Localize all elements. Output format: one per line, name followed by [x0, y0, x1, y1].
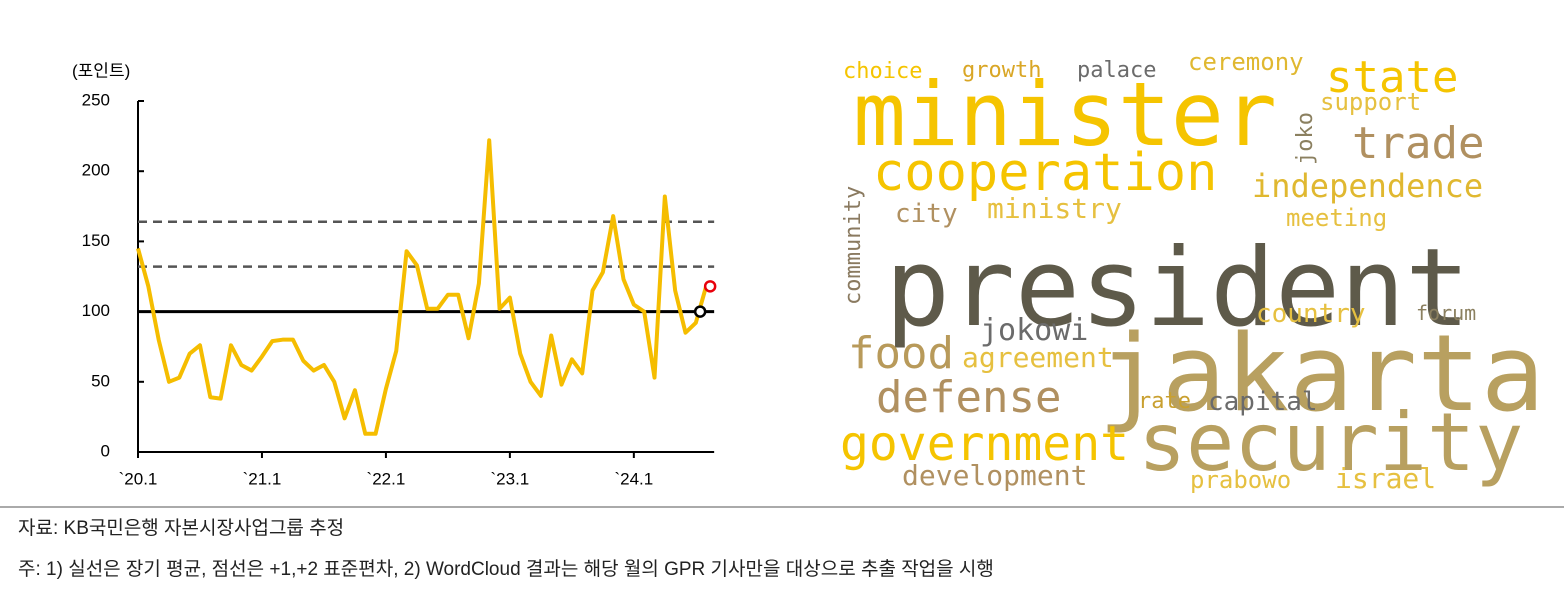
word: trade [1352, 118, 1484, 169]
word: city [895, 199, 958, 229]
word: rate [1138, 389, 1191, 414]
y-tick-label: 150 [82, 231, 110, 250]
word: government [840, 416, 1129, 472]
latest-marker [703, 280, 717, 293]
word: state [1326, 52, 1458, 103]
word: cooperation [873, 143, 1217, 203]
source-note: 자료: KB국민은행 자본시장사업그룹 추정 [18, 517, 344, 539]
word: capital [1208, 387, 1318, 417]
word: palace [1077, 58, 1156, 83]
word: jokowi [980, 313, 1088, 348]
mean-marker [693, 305, 707, 318]
word: agreement [962, 341, 1114, 374]
x-tick-label: `23.1 [491, 469, 530, 488]
word: ministry [987, 192, 1122, 225]
word: support [1320, 88, 1421, 116]
word: defense [876, 372, 1061, 423]
word: country [1256, 299, 1366, 329]
word: israel [1335, 462, 1436, 495]
x-tick-label: `20.1 [119, 469, 158, 488]
y-tick-label: 200 [82, 161, 110, 180]
word: food [848, 328, 954, 379]
word: growth [962, 58, 1041, 83]
word: security [1138, 396, 1523, 489]
y-axis-label: (포인트) [72, 61, 130, 80]
word: minister [853, 63, 1277, 166]
word: joko [1293, 112, 1318, 165]
x-tick-label: `21.1 [243, 469, 282, 488]
y-tick-label: 250 [82, 90, 110, 109]
y-tick-label: 0 [101, 441, 110, 460]
word: forum [1416, 301, 1476, 325]
word: development [902, 459, 1087, 492]
y-tick-label: 50 [91, 371, 110, 390]
word: president [885, 226, 1470, 351]
line-series [136, 138, 709, 436]
word: prabowo [1190, 466, 1291, 494]
y-tick-label: 100 [82, 301, 110, 320]
word: community [841, 186, 866, 305]
word: jakarta [1098, 312, 1545, 435]
word: independence [1252, 167, 1483, 205]
x-tick-label: `22.1 [367, 469, 406, 488]
note: 주: 1) 실선은 장기 평균, 점선은 +1,+2 표준편차, 2) Word… [18, 558, 994, 580]
word: meeting [1286, 204, 1387, 232]
x-tick-label: `24.1 [614, 469, 653, 488]
word: ceremony [1188, 48, 1304, 76]
word: choice [843, 59, 922, 84]
